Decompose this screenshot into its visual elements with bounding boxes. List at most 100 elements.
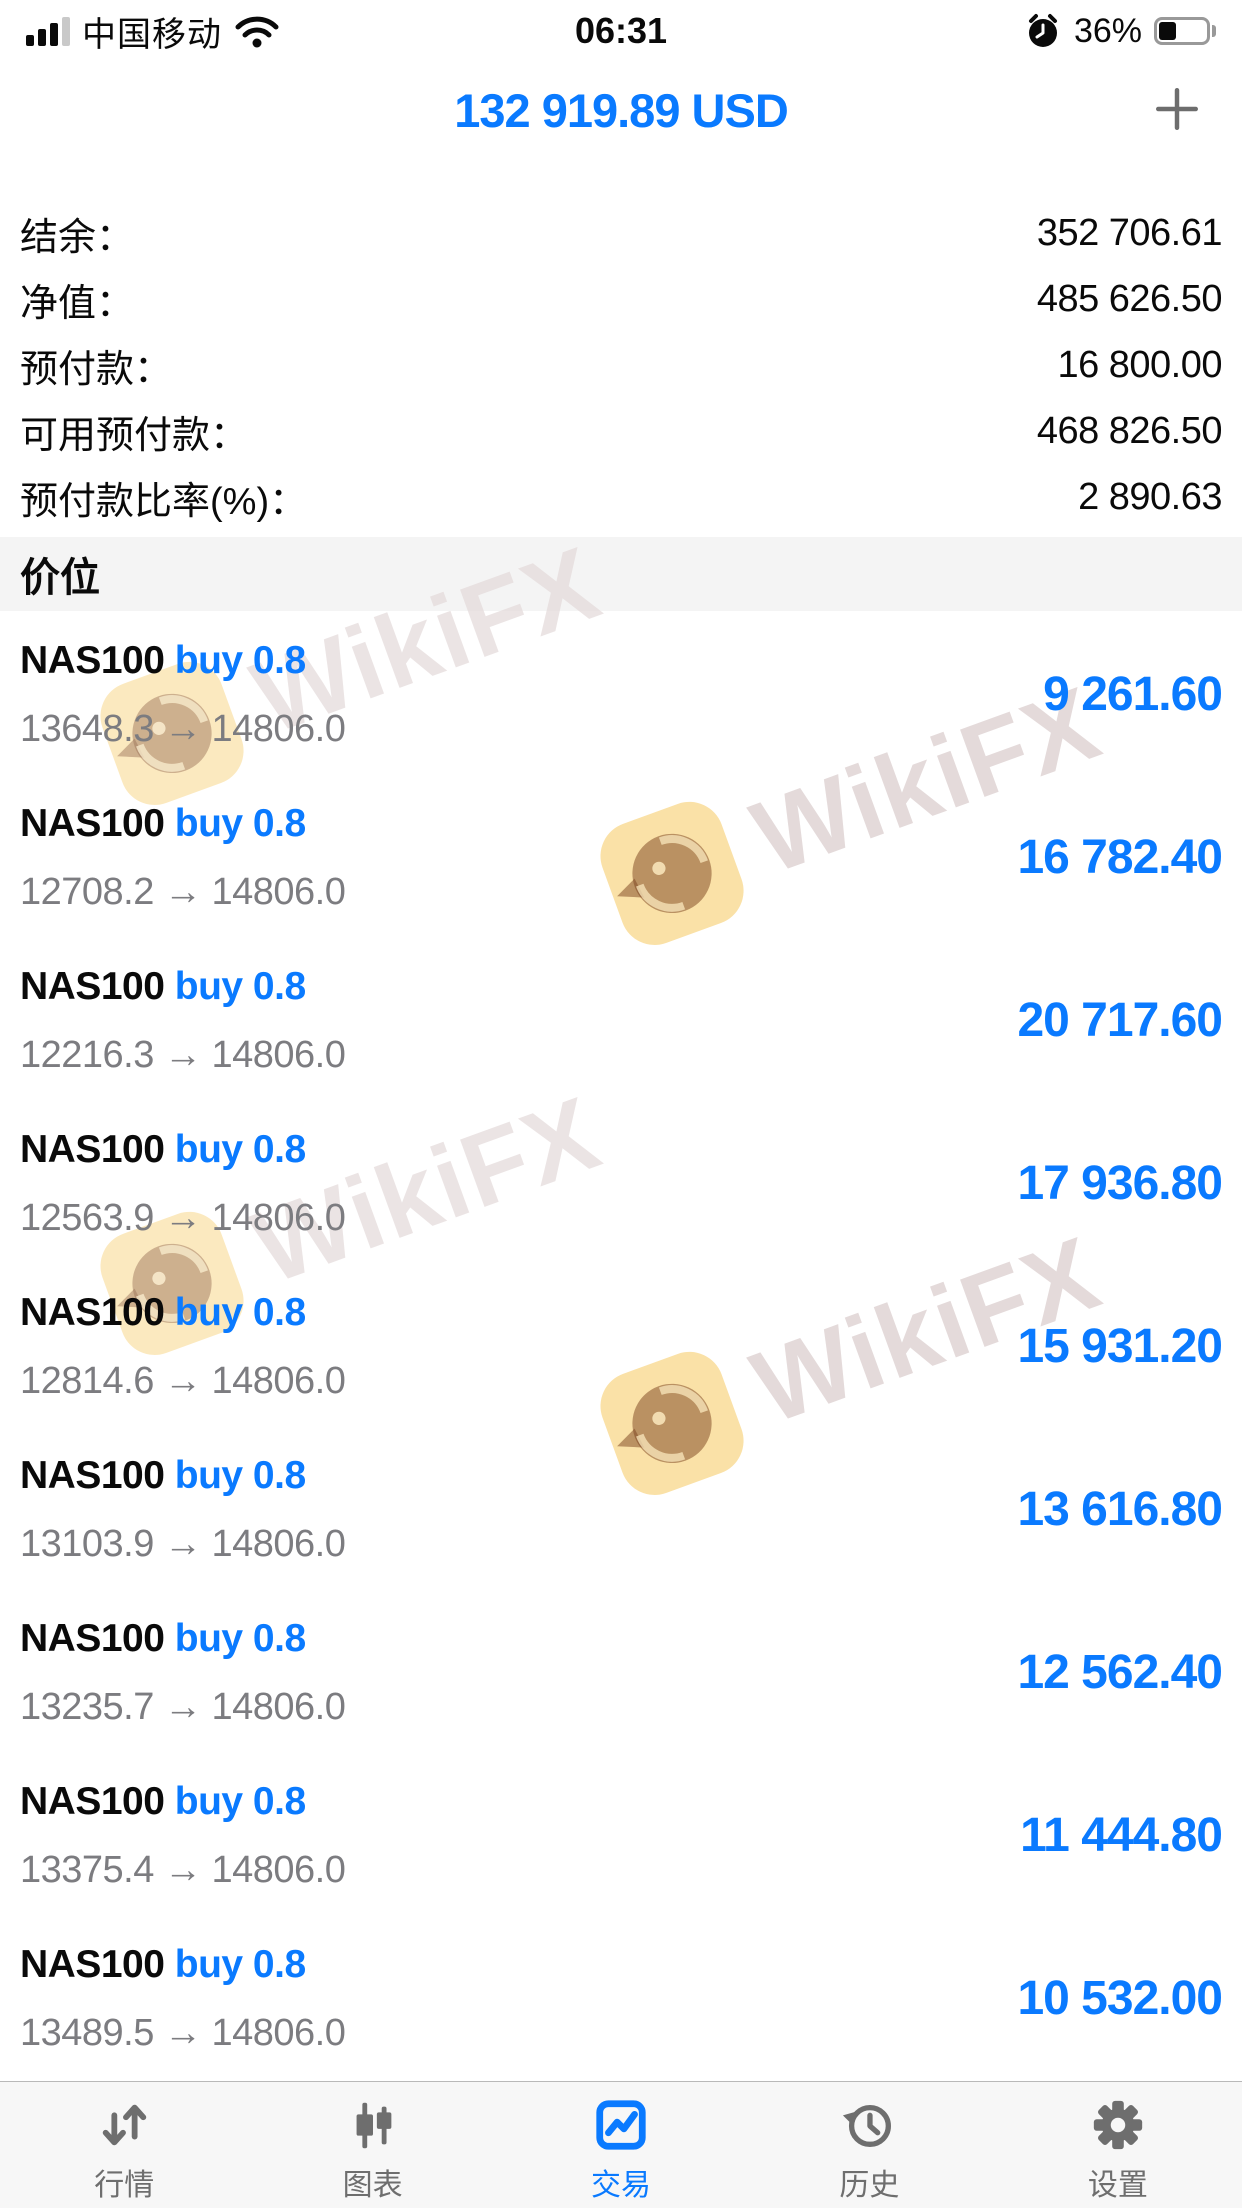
trade-prices: 13235.7 → 14806.0 (20, 1686, 346, 1729)
open-price: 13375.4 (20, 1849, 154, 1891)
open-price: 12814.6 (20, 1360, 154, 1402)
summary-row-balance: 结余： 352 706.61 (20, 200, 1223, 266)
trade-title: NAS100 buy 0.8 (20, 1943, 306, 1987)
add-order-button[interactable] (1146, 78, 1208, 140)
summary-label: 预付款比率(%)： (20, 480, 308, 523)
tab-settings[interactable]: 设置 (994, 2082, 1242, 2208)
tab-history[interactable]: 历史 (745, 2082, 993, 2208)
arrow-icon: → (163, 708, 202, 750)
clock-time: 06:31 (574, 10, 668, 51)
trade-profit: 12 562.40 (1017, 1646, 1223, 1699)
trade-profit: 16 782.40 (1017, 831, 1223, 884)
open-price: 13235.7 (20, 1686, 154, 1728)
trade-title: NAS100 buy 0.8 (20, 965, 306, 1009)
arrow-icon: → (163, 1523, 202, 1565)
summary-row-margin-level: 预付款比率(%)： 2 890.63 (20, 464, 1222, 530)
trade-profit: 20 717.60 (1017, 994, 1223, 1047)
tab-label: 历史 (839, 2169, 900, 2202)
trade-side-volume: buy 0.8 (174, 1617, 306, 1660)
trade-profit: 15 931.20 (1017, 1320, 1223, 1373)
open-price: 12216.3 (20, 1034, 154, 1076)
trade-row[interactable]: NAS100 buy 0.8 13375.4 → 14806.0 11 444.… (0, 1752, 1242, 1915)
summary-label: 可用预付款： (20, 414, 249, 457)
candlestick-chart-icon (344, 2094, 402, 2156)
trade-row[interactable]: NAS100 buy 0.8 12563.9 → 14806.0 17 936.… (0, 1100, 1242, 1263)
trade-symbol: NAS100 (20, 1943, 165, 1986)
tab-trade[interactable]: 交易 (497, 2082, 745, 2208)
summary-label: 结余： (20, 216, 135, 259)
summary-value: 485 626.50 (1036, 277, 1223, 320)
trade-row[interactable]: NAS100 buy 0.8 12216.3 → 14806.0 20 717.… (0, 937, 1242, 1100)
tab-label: 图表 (342, 2169, 403, 2202)
alarm-clock-icon (1028, 14, 1057, 47)
arrow-icon: → (163, 1197, 202, 1239)
summary-value: 2 890.63 (1078, 475, 1222, 518)
trade-symbol: NAS100 (20, 965, 165, 1008)
summary-row-equity: 净值： 485 626.50 (20, 266, 1223, 332)
summary-row-margin: 预付款： 16 800.00 (20, 332, 1222, 398)
trade-side-volume: buy 0.8 (174, 965, 306, 1008)
arrow-icon: → (163, 1034, 202, 1076)
trade-side-volume: buy 0.8 (174, 1291, 306, 1334)
summary-value: 468 826.50 (1036, 409, 1223, 452)
open-positions-list: NAS100 buy 0.8 13648.3 → 14806.0 9 261.6… (0, 611, 1242, 2078)
current-price: 14806.0 (211, 1686, 346, 1728)
tab-quotes[interactable]: 行情 (0, 2082, 248, 2208)
open-price: 13489.5 (20, 2012, 154, 2054)
trade-symbol: NAS100 (20, 1617, 165, 1660)
arrow-icon: → (163, 2012, 202, 2054)
trade-symbol: NAS100 (20, 639, 165, 682)
status-bar: 中国移动 06:31 36% (0, 0, 1242, 62)
trade-profit: 13 616.80 (1017, 1483, 1223, 1536)
trade-prices: 12814.6 → 14806.0 (20, 1360, 346, 1403)
trade-symbol: NAS100 (20, 1780, 165, 1823)
carrier-label: 中国移动 (82, 15, 222, 54)
account-header: 132 919.89 USD (0, 62, 1242, 158)
account-total: 132 919.89 USD (454, 83, 789, 137)
trade-side-volume: buy 0.8 (174, 1454, 306, 1497)
trade-prices: 12563.9 → 14806.0 (20, 1197, 346, 1240)
quotes-arrows-icon (95, 2094, 153, 2156)
status-right: 36% (1024, 12, 1216, 51)
tab-label: 设置 (1087, 2169, 1148, 2202)
current-price: 14806.0 (211, 2012, 346, 2054)
trade-row[interactable]: NAS100 buy 0.8 13103.9 → 14806.0 13 616.… (0, 1426, 1242, 1589)
trade-symbol: NAS100 (20, 802, 165, 845)
current-price: 14806.0 (211, 1197, 346, 1239)
trade-profit: 9 261.60 (1043, 668, 1223, 721)
trade-title: NAS100 buy 0.8 (20, 1617, 306, 1661)
arrow-icon: → (163, 1686, 202, 1728)
trade-side-volume: buy 0.8 (174, 802, 306, 845)
trade-title: NAS100 buy 0.8 (20, 802, 306, 846)
trade-prices: 12216.3 → 14806.0 (20, 1034, 346, 1077)
settings-gear-icon (1089, 2094, 1147, 2156)
trade-row[interactable]: NAS100 buy 0.8 12708.2 → 14806.0 16 782.… (0, 774, 1242, 937)
trade-prices: 13489.5 → 14806.0 (20, 2012, 346, 2055)
trade-profit: 17 936.80 (1017, 1157, 1223, 1210)
trade-row[interactable]: NAS100 buy 0.8 13489.5 → 14806.0 10 532.… (0, 1915, 1242, 2078)
trade-side-volume: buy 0.8 (174, 1780, 306, 1823)
arrow-icon: → (163, 1849, 202, 1891)
summary-value: 16 800.00 (1057, 343, 1222, 386)
current-price: 14806.0 (211, 871, 346, 913)
status-left: 中国移动 (26, 7, 280, 56)
signal-bars-icon (26, 16, 70, 46)
tab-label: 交易 (591, 2169, 652, 2202)
history-clock-icon (840, 2094, 898, 2156)
trade-symbol: NAS100 (20, 1291, 165, 1334)
battery-icon (1154, 17, 1216, 45)
trade-symbol: NAS100 (20, 1454, 165, 1497)
trade-linechart-icon (592, 2094, 650, 2156)
tab-charts[interactable]: 图表 (248, 2082, 496, 2208)
trade-prices: 12708.2 → 14806.0 (20, 871, 346, 914)
current-price: 14806.0 (211, 1360, 346, 1402)
open-price: 13648.3 (20, 708, 154, 750)
summary-label: 净值： (20, 282, 135, 325)
trade-side-volume: buy 0.8 (174, 1943, 306, 1986)
summary-row-free-margin: 可用预付款： 468 826.50 (20, 398, 1223, 464)
trade-row[interactable]: NAS100 buy 0.8 12814.6 → 14806.0 15 931.… (0, 1263, 1242, 1426)
trade-side-volume: buy 0.8 (174, 639, 306, 682)
trade-row[interactable]: NAS100 buy 0.8 13648.3 → 14806.0 9 261.6… (0, 611, 1242, 774)
trade-row[interactable]: NAS100 buy 0.8 13235.7 → 14806.0 12 562.… (0, 1589, 1242, 1752)
plus-icon (1156, 88, 1198, 130)
